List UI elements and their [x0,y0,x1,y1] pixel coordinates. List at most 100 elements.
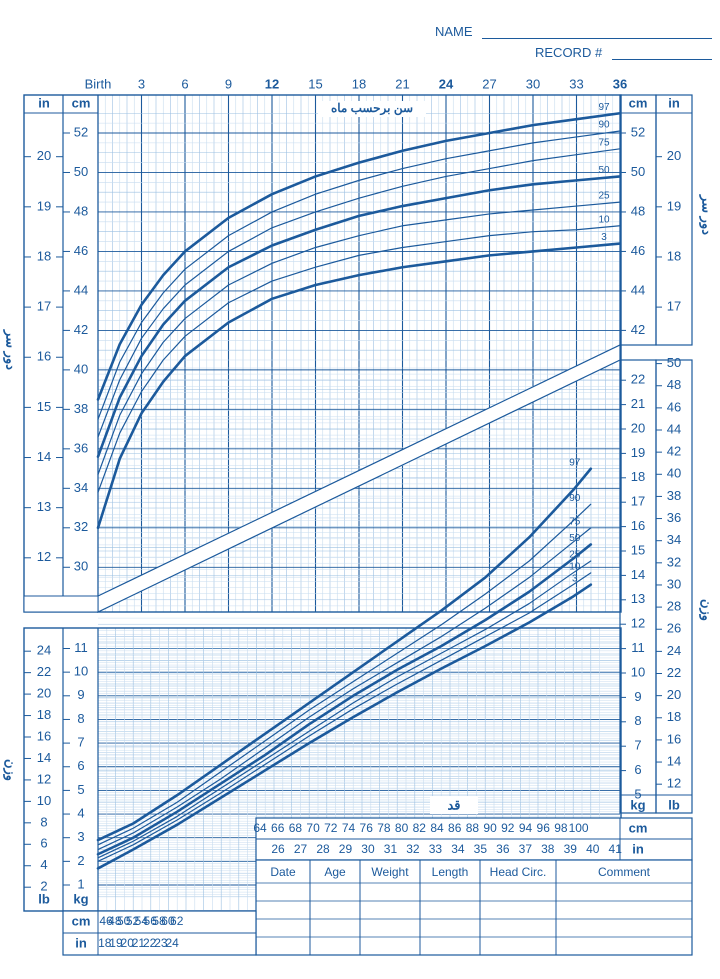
unit-label: kg [630,797,645,812]
weight-right-kg-tick: 15 [631,542,645,557]
length-cm-tick: 100 [569,821,589,835]
weight-kg-tick: 4 [77,805,84,820]
curve-label-p10: 10 [569,561,581,572]
weight-right-lb-tick: 22 [667,665,681,680]
head-cm-tick: 34 [74,480,88,495]
small-cm-tick: 46 [99,914,113,928]
length-cm-tick: 82 [413,821,427,835]
entry-table [255,859,693,956]
length-in-tick: 37 [519,842,533,856]
age-tick-label: 12 [265,76,279,91]
small-cm-tick: 54 [135,914,149,928]
head-right-cm-tick: 48 [631,203,645,218]
curve-p3 [96,583,593,870]
head-right-cm-tick: 44 [631,282,645,297]
small-in-tick: 22 [143,936,157,950]
length-cm-tick: 98 [554,821,568,835]
upper-frame [23,94,622,613]
length-cm-tick: 74 [342,821,356,835]
head-cm-tick: 50 [74,164,88,179]
length-in-tick: 28 [316,842,330,856]
weight-lb-tick: 14 [37,750,51,765]
head-in-tick: 18 [37,248,51,263]
curve-label-p50: 50 [598,165,610,176]
name-line[interactable] [482,38,712,39]
weight-kg-tick: 1 [77,876,84,891]
age-tick-label: Birth [85,76,112,91]
small-cm-tick: 50 [117,914,131,928]
length-in-tick: 38 [541,842,555,856]
weight-right-lb-tick: 50 [667,355,681,370]
weight-right-lb-tick: 32 [667,554,681,569]
weight-lb-tick: 12 [37,771,51,786]
weight-right-lb-tick: 20 [667,687,681,702]
weight-side-title-right: وزن [699,599,715,621]
age-tick-label: 24 [439,76,454,91]
small-in-tick: 18 [98,936,112,950]
head-right-cm-tick: 50 [631,164,645,179]
weight-kg-tick: 5 [77,782,84,797]
age-tick-label: 30 [526,76,540,91]
curve-p90 [97,130,621,420]
head-in-tick: 14 [37,449,51,464]
unit-label: lb [38,891,50,906]
small-in-tick: 19 [109,936,123,950]
length-in-tick: 34 [451,842,465,856]
curve-label-p90: 90 [569,493,581,504]
weight-kg-tick: 6 [77,758,84,773]
small-in-tick: 20 [121,936,135,950]
curve-p25 [97,201,621,476]
head-right-in-tick: 19 [667,198,681,213]
weight-right-kg-tick: 11 [631,640,645,655]
length-in-tick: 30 [361,842,375,856]
small-in-tick: 24 [165,936,179,950]
curve-label-p97: 97 [569,457,581,468]
curve-p3 [96,242,622,530]
length-in-tick: 35 [474,842,488,856]
small-cm-tick: 56 [144,914,158,928]
length-cm-tick: 64 [253,821,267,835]
record-line[interactable] [612,59,712,60]
length-cm-tick: 88 [466,821,480,835]
age-tick-label: 6 [181,76,188,91]
head-cm-tick: 52 [74,124,88,139]
length-in-tick: 26 [271,842,285,856]
length-cm-tick: 68 [289,821,303,835]
head-side-title-right: دور سر [699,194,715,235]
weight-lb-tick: 6 [40,836,47,851]
weight-right-lb-tick: 24 [667,643,681,658]
length-in-tick: 40 [586,842,600,856]
curve-p97 [96,111,622,401]
head-cm-tick: 30 [74,559,88,574]
weight-right-lb-tick: 14 [667,753,681,768]
unit-label: in [75,935,87,950]
age-tick-label: 3 [138,76,145,91]
length-title: قد [447,797,460,812]
curve-label-p25: 25 [598,191,610,202]
curve-label-p75: 75 [569,517,581,528]
curve-label-p75: 75 [598,137,610,148]
weight-kg-tick: 3 [77,829,84,844]
head-in-tick: 15 [37,399,51,414]
unit-label: lb [668,797,680,812]
head-curves: 97 90 75 50 25 10 3 [96,102,622,530]
length-in-tick: 27 [294,842,308,856]
small-in-tick: 21 [132,936,146,950]
length-cm-tick: 92 [501,821,515,835]
weight-right-kg-tick: 9 [634,689,641,704]
length-in-tick: 32 [406,842,420,856]
weight-right-kg-tick: 8 [634,713,641,728]
weight-right-kg-tick: 5 [634,786,641,801]
title-plate [318,101,426,117]
weight-kg-tick: 11 [74,640,88,655]
head-in-tick: 19 [37,198,51,213]
head-side-title: دور سر [3,329,19,370]
age-tick-label: 27 [482,76,496,91]
weight-lb-tick: 10 [37,793,51,808]
weight-right-lb-tick: 46 [667,399,681,414]
table-header: Date [270,865,296,879]
curve-p97 [96,467,593,842]
length-cm-tick: 94 [519,821,533,835]
